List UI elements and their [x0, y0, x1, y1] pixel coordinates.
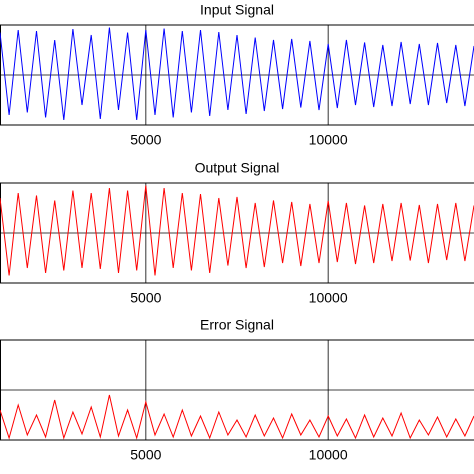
x-tick-label: 5000 [130, 290, 161, 306]
signal-line [0, 27, 474, 121]
x-tick-label: 10000 [309, 132, 348, 148]
x-tick-label: 5000 [130, 132, 161, 148]
chart-title: Output Signal [195, 160, 280, 176]
chart-title: Input Signal [200, 2, 274, 18]
chart-title: Error Signal [200, 317, 274, 333]
signal-line [0, 185, 474, 276]
x-tick-label: 5000 [130, 447, 161, 463]
signal-line [0, 394, 474, 440]
x-tick-label: 10000 [309, 290, 348, 306]
x-tick-label: 10000 [309, 447, 348, 463]
